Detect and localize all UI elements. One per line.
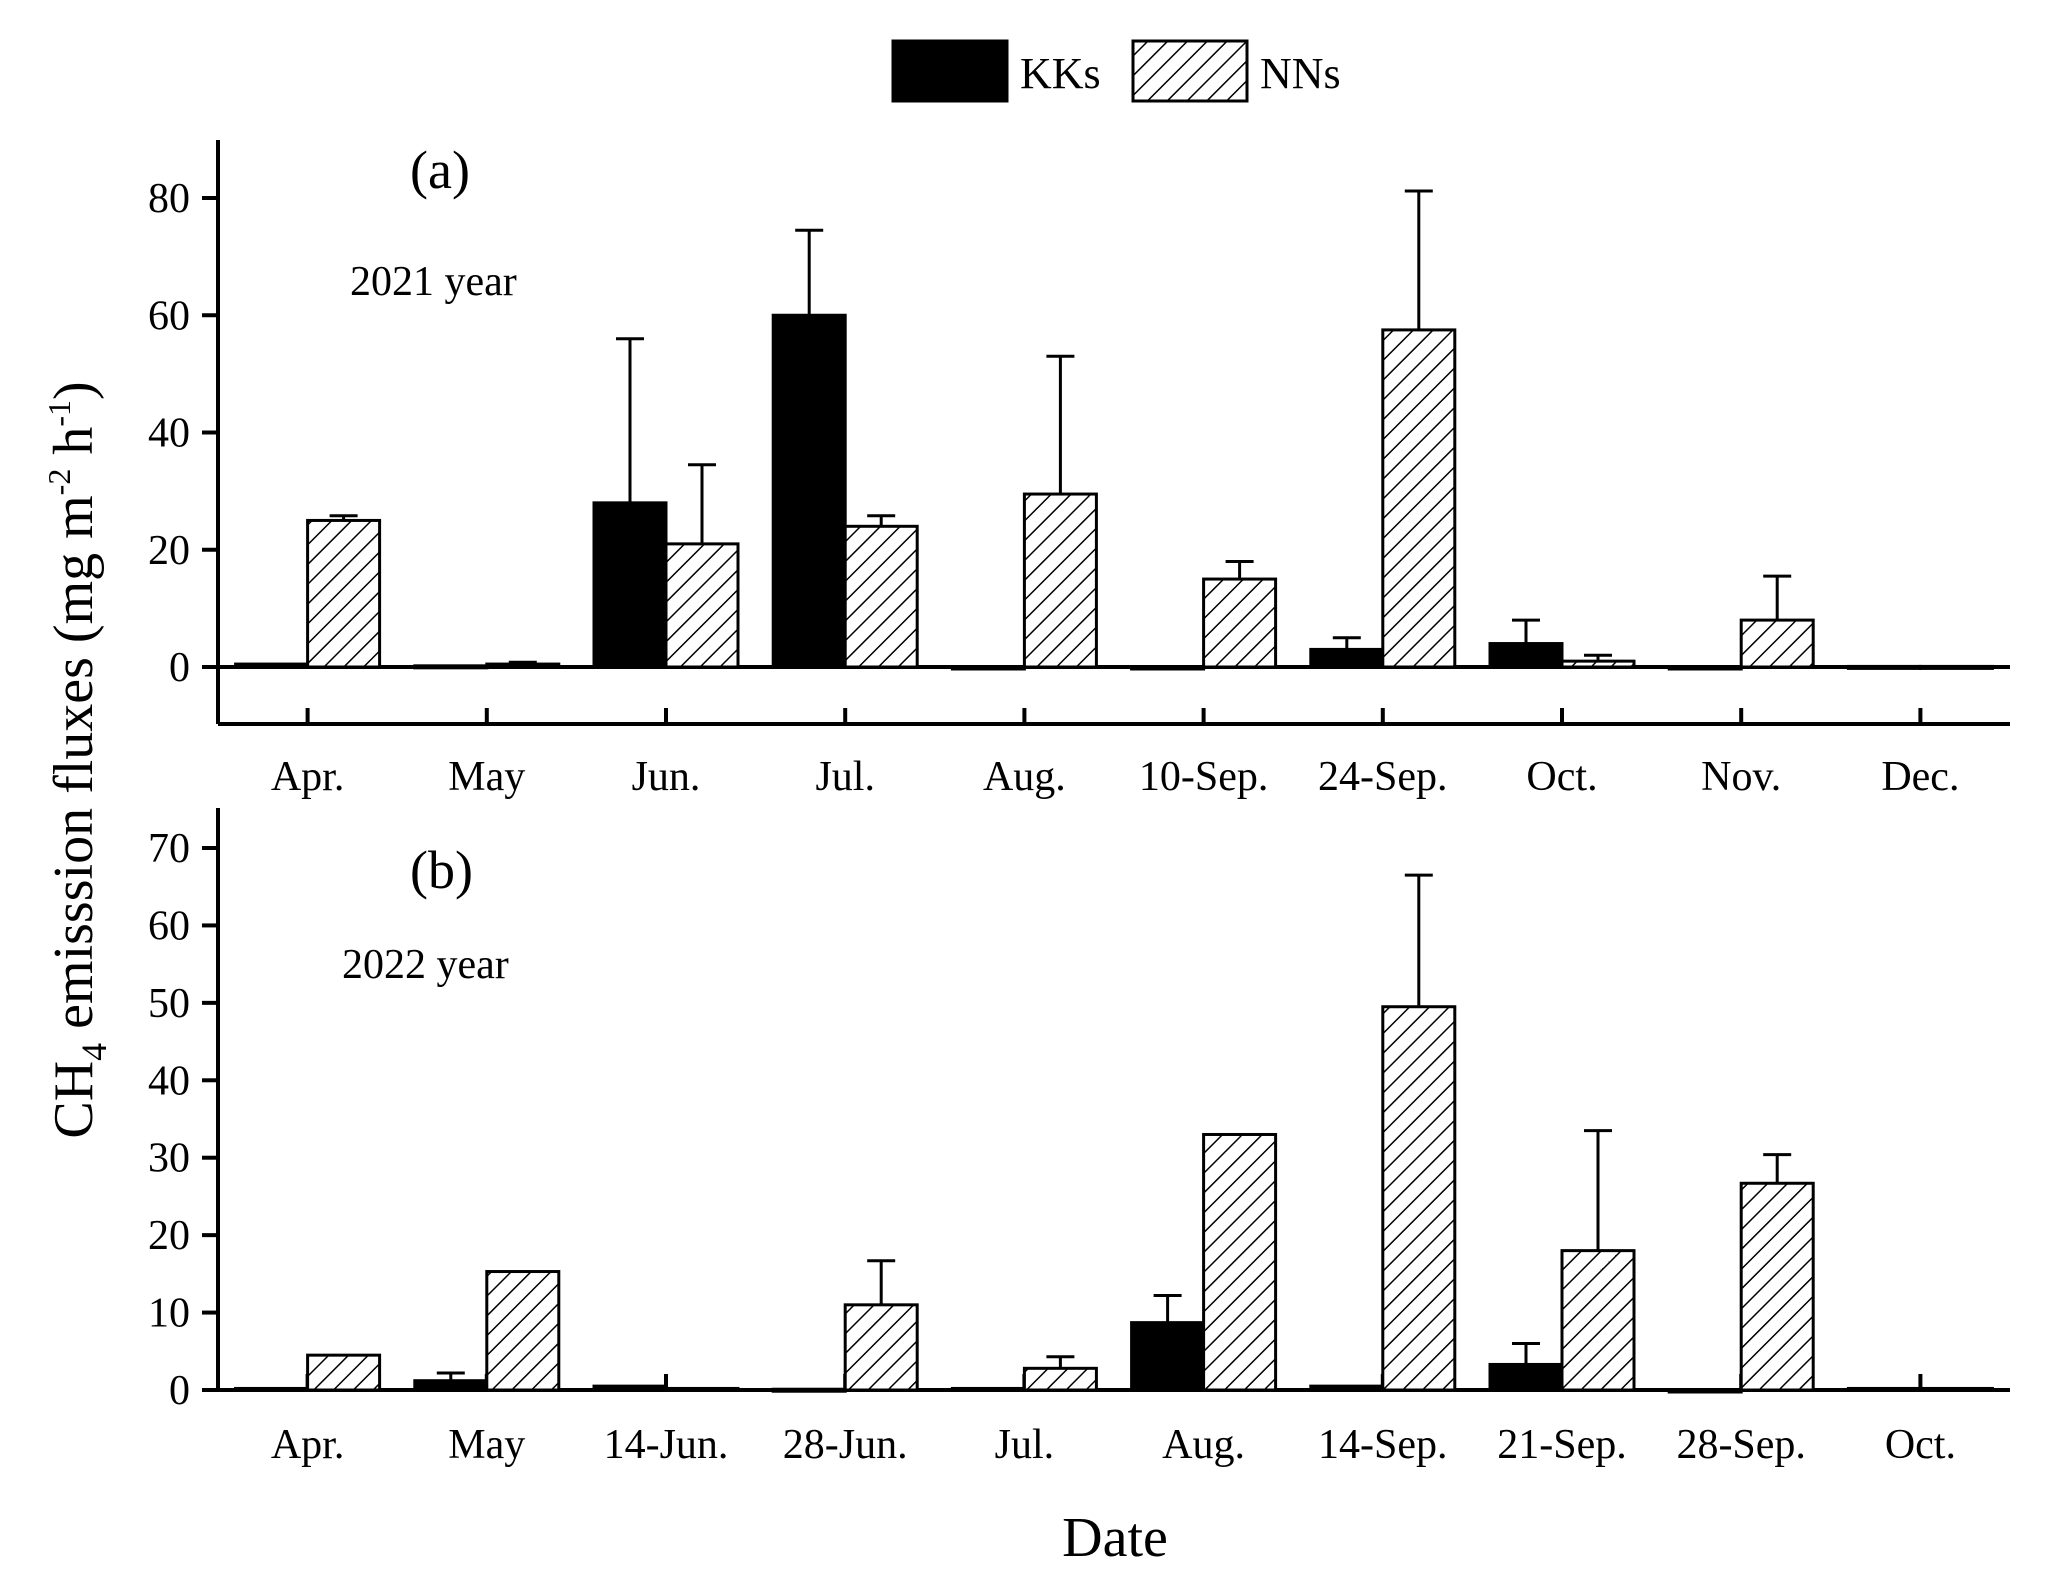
bar-nns: [1918, 664, 1994, 670]
bar-nns: [1560, 1249, 1636, 1392]
x-tick-label: 28-Jun.: [783, 1422, 908, 1468]
x-tick-label: Jul.: [995, 1422, 1055, 1468]
year-label: 2022 year: [342, 942, 509, 988]
x-tick-label: Oct.: [1526, 754, 1597, 800]
x-tick-label: May: [448, 1422, 525, 1468]
y-tick-label: 40: [148, 1058, 190, 1104]
bar-nns: [306, 518, 382, 669]
bar-kks: [950, 1386, 1026, 1392]
x-tick-label: 14-Sep.: [1318, 1422, 1448, 1468]
y-axis-title-sub: 4: [74, 1043, 114, 1061]
bar-kks: [234, 662, 310, 669]
x-tick-label: Apr.: [271, 1422, 345, 1468]
panel-label: (b): [410, 840, 473, 900]
y-axis-title-mid: h: [43, 427, 105, 469]
x-tick-label: Jun.: [632, 754, 701, 800]
y-axis-title-sup2: -1: [41, 400, 77, 427]
bar-nns: [1202, 1132, 1278, 1392]
bar-nns: [1918, 1386, 1994, 1392]
y-tick-label: 50: [148, 981, 190, 1027]
bar-nns: [1202, 577, 1278, 669]
panel-b: 0 10 20 30 40 50 60 70 Apr. May 14-Jun. 28-Jun. Jul.…: [148, 808, 2010, 1468]
bar-kks: [1488, 1362, 1564, 1392]
bar-kks: [413, 1379, 489, 1392]
legend: KKs NNs: [891, 39, 1341, 103]
panel-label: (a): [410, 140, 470, 200]
bar-kks: [1846, 664, 1922, 670]
bar-kks: [1309, 647, 1385, 669]
bar-nns: [1739, 1181, 1815, 1392]
x-tick-label: May: [448, 754, 525, 800]
legend-swatch-kks: [891, 39, 1009, 103]
y-tick-label: 0: [169, 1368, 190, 1414]
bar-kks: [1488, 642, 1564, 669]
x-tick-label: 24-Sep.: [1318, 754, 1448, 800]
legend-swatch-nns: [1131, 39, 1249, 103]
legend-label-kks: KKs: [1020, 49, 1101, 98]
bar-nns: [306, 1353, 382, 1392]
bar-nns: [843, 1303, 919, 1392]
y-tick-label: 20: [148, 1213, 190, 1259]
bar-kks: [950, 665, 1026, 671]
x-tick-label: 10-Sep.: [1139, 754, 1269, 800]
y-axis-title-rest: emisssion fluxes (mg m: [43, 495, 105, 1043]
y-tick-label: 60: [148, 293, 190, 339]
x-axis-title: Date: [1062, 1507, 1168, 1569]
y-axis-title-sup1: -2: [41, 469, 77, 496]
bar-kks: [592, 501, 668, 669]
y-tick-label: 0: [169, 645, 190, 691]
y-axis-title-ch: CH: [43, 1061, 105, 1139]
bar-nns: [485, 1270, 561, 1392]
bar-nns: [1022, 492, 1098, 669]
x-tick-label: Aug.: [1162, 1422, 1245, 1468]
y-tick-label: 60: [148, 903, 190, 949]
bar-nns: [1560, 659, 1636, 669]
y-tick-label: 10: [148, 1291, 190, 1337]
bar-kks: [1846, 1386, 1922, 1392]
x-tick-label: Aug.: [983, 754, 1066, 800]
legend-label-nns: NNs: [1260, 49, 1341, 98]
x-tick-label: 28-Sep.: [1676, 1422, 1806, 1468]
bar-kks: [771, 1387, 847, 1393]
y-axis-title: CH4 emisssion fluxes (mg m-2 h-1): [41, 381, 114, 1138]
y-tick-label: 30: [148, 1136, 190, 1182]
bar-kks: [1309, 1384, 1385, 1392]
y-tick-label: 20: [148, 528, 190, 574]
bar-nns: [843, 524, 919, 669]
bar-kks: [413, 664, 489, 670]
y-tick-label: 40: [148, 411, 190, 457]
x-tick-label: 14-Jun.: [604, 1422, 729, 1468]
bar-kks: [1130, 665, 1206, 671]
bar-kks: [1130, 1321, 1206, 1392]
bar-kks: [1667, 665, 1743, 671]
y-tick-label: 80: [148, 176, 190, 222]
bar-kks: [234, 1386, 310, 1392]
x-tick-label: 21-Sep.: [1497, 1422, 1627, 1468]
x-tick-label: Nov.: [1701, 754, 1781, 800]
bar-kks: [771, 313, 847, 669]
bar-nns: [664, 542, 740, 669]
panel-a: 0 20 40 60 80 Apr. May Jun. Jul. Aug. 10-Sep. 24-Se…: [148, 140, 2010, 800]
bar-nns: [1022, 1366, 1098, 1392]
bar-nns: [1381, 328, 1457, 669]
y-tick-label: 70: [148, 826, 190, 872]
x-tick-label: Jul.: [815, 754, 875, 800]
x-tick-label: Apr.: [271, 754, 345, 800]
bar-nns: [664, 1386, 740, 1392]
bar-kks: [592, 1384, 668, 1392]
bar-nns: [1739, 618, 1815, 669]
year-label: 2021 year: [350, 259, 517, 305]
y-axis-title-end: ): [43, 381, 105, 400]
bar-nns: [1381, 1005, 1457, 1392]
bar-nns: [485, 662, 561, 669]
bar-kks: [1667, 1388, 1743, 1394]
x-tick-label: Oct.: [1885, 1422, 1956, 1468]
x-tick-label: Dec.: [1881, 754, 1959, 800]
